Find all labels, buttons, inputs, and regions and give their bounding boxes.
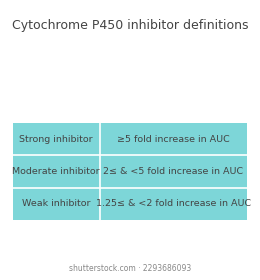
Text: shutterstock.com · 2293686093: shutterstock.com · 2293686093 (69, 264, 191, 273)
Text: Weak inhibitor: Weak inhibitor (22, 199, 90, 208)
Text: ≥5 fold increase in AUC: ≥5 fold increase in AUC (117, 135, 230, 144)
Text: Moderate inhibitor: Moderate inhibitor (12, 167, 100, 176)
Text: 1.25≤ & <2 fold increase in AUC: 1.25≤ & <2 fold increase in AUC (96, 199, 251, 208)
Text: Strong inhibitor: Strong inhibitor (20, 135, 93, 144)
Text: Cytochrome P450 inhibitor definitions: Cytochrome P450 inhibitor definitions (12, 19, 248, 32)
Text: 2≤ & <5 fold increase in AUC: 2≤ & <5 fold increase in AUC (103, 167, 243, 176)
FancyBboxPatch shape (13, 123, 247, 220)
